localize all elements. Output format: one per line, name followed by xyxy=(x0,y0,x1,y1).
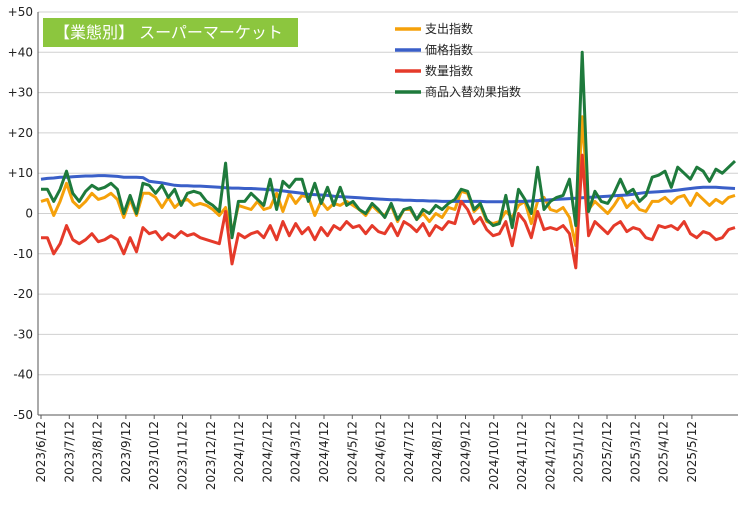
x-tick-label: 2023/8/12 xyxy=(91,421,105,483)
x-tick-label: 2024/8/12 xyxy=(430,421,444,483)
y-tick-label: -50 xyxy=(13,408,33,422)
x-tick-label: 2024/9/12 xyxy=(459,421,473,483)
y-tick-label: -20 xyxy=(13,287,33,301)
x-tick-label: 2025/2/12 xyxy=(600,421,614,483)
x-tick-label: 2024/4/12 xyxy=(317,421,331,483)
x-tick-label: 2024/5/12 xyxy=(345,421,359,483)
y-tick-label: -40 xyxy=(13,368,33,382)
x-tick-label: 2024/3/12 xyxy=(289,421,303,483)
x-tick-label: 2023/12/12 xyxy=(204,421,218,490)
series-line-2 xyxy=(41,153,736,270)
x-tick-label: 2024/10/12 xyxy=(487,421,501,490)
y-tick-label: +30 xyxy=(8,86,33,100)
y-tick-label: +20 xyxy=(8,126,33,140)
x-tick-label: 2025/5/12 xyxy=(685,421,699,483)
x-tick-label: 2024/6/12 xyxy=(374,421,388,483)
x-tick-label: 2023/10/12 xyxy=(147,421,161,490)
series-line-3 xyxy=(41,50,737,240)
legend-label: 価格指数 xyxy=(425,42,473,57)
y-tick-label: +50 xyxy=(8,5,33,19)
chart-title-box: 【業態別】 スーパーマーケット xyxy=(43,18,298,47)
x-tick-label: 2023/9/12 xyxy=(119,421,133,483)
series-lines xyxy=(40,50,737,270)
x-axis-ticks: 2023/6/12 2023/7/12 2023/8/12 2023/9/12 2023… xyxy=(34,415,699,490)
x-tick-label: 2023/11/12 xyxy=(176,421,190,490)
y-tick-label: +40 xyxy=(8,45,33,59)
y-axis-ticks: +50 +40 +30 +20 +10 0 -10 -20 -30 -40 -50 xyxy=(8,5,33,422)
x-tick-label: 2024/7/12 xyxy=(402,421,416,483)
x-tick-label: 2025/3/12 xyxy=(628,421,642,483)
legend-label: 数量指数 xyxy=(425,63,473,78)
y-tick-label: +10 xyxy=(8,166,33,180)
legend-label: 支出指数 xyxy=(425,21,473,36)
y-tick-label: -30 xyxy=(13,327,33,341)
x-tick-label: 2025/4/12 xyxy=(657,421,671,483)
x-tick-label: 2024/2/12 xyxy=(260,421,274,483)
chart-title: 【業態別】 スーパーマーケット xyxy=(54,23,283,42)
y-tick-label: 0 xyxy=(25,207,33,221)
x-tick-label: 2025/1/12 xyxy=(572,421,586,483)
x-tick-label: 2023/6/12 xyxy=(34,421,48,483)
x-tick-label: 2024/1/12 xyxy=(232,421,246,483)
series-line-1 xyxy=(40,174,736,204)
x-tick-label: 2024/12/12 xyxy=(543,421,557,490)
y-tick-label: -10 xyxy=(13,247,33,261)
x-tick-label: 2024/11/12 xyxy=(515,421,529,490)
x-tick-label: 2023/7/12 xyxy=(62,421,76,483)
legend-label: 商品入替効果指数 xyxy=(425,84,521,99)
